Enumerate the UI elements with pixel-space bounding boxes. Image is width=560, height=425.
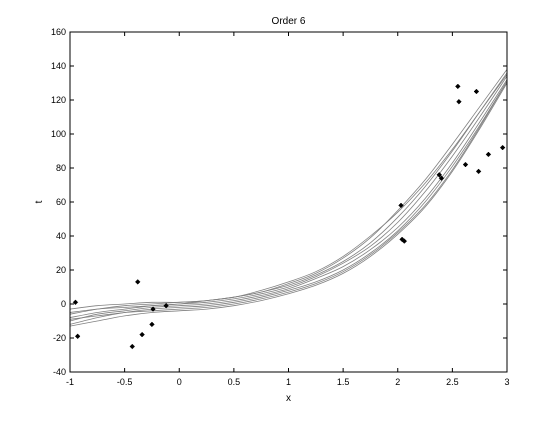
data-point — [398, 202, 404, 209]
y-tick-label: 80 — [56, 163, 66, 173]
data-point — [401, 238, 408, 244]
fit-curve-1 — [69, 69, 508, 310]
data-point — [475, 168, 482, 175]
data-point — [455, 83, 461, 90]
plot-area — [70, 32, 507, 372]
fit-curve-6 — [69, 82, 508, 327]
fit-curve-4 — [69, 79, 508, 322]
x-tick-label: -0.5 — [117, 377, 133, 387]
y-axis-label: t — [34, 200, 45, 203]
y-axis-ticks: -40 -20 0 20 40 60 80 100 120 140 160 — [51, 27, 507, 377]
fit-curves — [69, 69, 508, 327]
fit-curve-8 — [69, 81, 508, 320]
data-point — [473, 88, 480, 95]
data-point — [399, 236, 405, 243]
y-tick-label: 0 — [61, 299, 66, 309]
chart-title: Order 6 — [272, 16, 306, 27]
data-point — [150, 306, 156, 312]
data-point — [462, 161, 469, 168]
data-point — [72, 299, 79, 306]
data-point — [163, 302, 169, 309]
x-tick-label: 3 — [504, 377, 509, 387]
y-tick-label: 160 — [51, 27, 66, 37]
data-point — [438, 175, 445, 181]
data-point — [149, 321, 155, 328]
x-tick-label: 0 — [177, 377, 182, 387]
fit-curve-2 — [69, 72, 508, 315]
data-point — [129, 343, 136, 350]
y-tick-label: 60 — [56, 197, 66, 207]
y-tick-label: -20 — [53, 333, 66, 343]
data-point — [499, 144, 506, 151]
x-tick-label: 2 — [395, 377, 400, 387]
x-axis-label: x — [286, 393, 291, 404]
x-tick-label: 1.5 — [337, 377, 350, 387]
x-tick-label: 1 — [286, 377, 291, 387]
data-point — [139, 331, 145, 338]
fit-curve-5 — [69, 81, 508, 325]
y-tick-label: -40 — [53, 367, 66, 377]
y-tick-label: 20 — [56, 265, 66, 275]
data-point — [485, 151, 492, 158]
data-point — [134, 279, 141, 285]
data-point — [436, 172, 443, 178]
y-tick-label: 120 — [51, 95, 66, 105]
x-tick-label: 0.5 — [228, 377, 241, 387]
data-point — [74, 333, 81, 340]
x-tick-label: -1 — [66, 377, 74, 387]
data-points — [72, 83, 506, 350]
fit-curve-7 — [69, 74, 508, 313]
data-point — [456, 98, 462, 105]
y-tick-label: 100 — [51, 129, 66, 139]
x-axis-ticks: -1 -0.5 0 0.5 1 1.5 2 2.5 3 — [66, 32, 510, 387]
x-tick-label: 2.5 — [446, 377, 459, 387]
y-tick-label: 140 — [51, 61, 66, 71]
y-tick-label: 40 — [56, 231, 66, 241]
